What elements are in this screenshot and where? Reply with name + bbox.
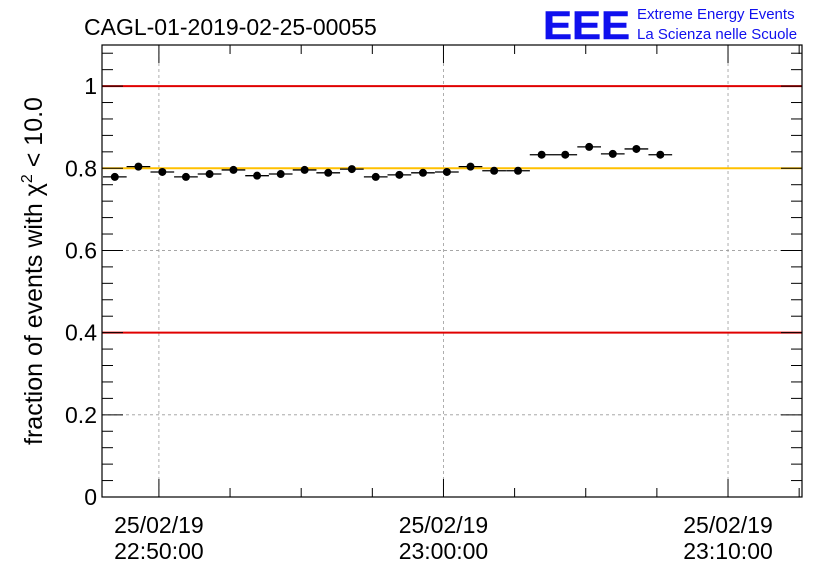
point-marker bbox=[608, 149, 617, 158]
logo-mark: EEE bbox=[543, 4, 630, 48]
data-point bbox=[482, 166, 506, 175]
x-tick-time: 22:50:00 bbox=[114, 538, 204, 564]
point-marker bbox=[324, 168, 333, 177]
point-marker bbox=[395, 170, 404, 179]
point-marker bbox=[537, 150, 546, 159]
data-point bbox=[339, 165, 364, 174]
point-marker bbox=[632, 144, 641, 153]
point-marker bbox=[300, 165, 309, 174]
data-point bbox=[363, 172, 388, 181]
point-marker bbox=[205, 170, 214, 179]
data-point bbox=[506, 166, 530, 175]
y-tick-label: 0.2 bbox=[65, 402, 97, 428]
data-point bbox=[102, 172, 127, 181]
y-tick-label: 1 bbox=[84, 73, 97, 99]
point-marker bbox=[514, 166, 523, 175]
y-axis-label-tail: < 10.0 bbox=[20, 97, 48, 174]
y-tick-label: 0.8 bbox=[65, 155, 97, 181]
axis-ticks: 00.20.40.60.8125/02/1922:50:0025/02/1923… bbox=[65, 45, 802, 564]
point-marker bbox=[158, 167, 167, 176]
point-marker bbox=[418, 168, 427, 177]
y-tick-label: 0 bbox=[84, 484, 97, 510]
point-marker bbox=[656, 150, 665, 159]
y-axis-label-chi: χ bbox=[20, 183, 48, 196]
reference-lines bbox=[102, 85, 802, 334]
data-point bbox=[553, 150, 578, 159]
y-tick-label: 0.6 bbox=[65, 237, 97, 263]
point-marker bbox=[585, 142, 594, 151]
data-point bbox=[268, 170, 293, 179]
data-points bbox=[102, 142, 673, 181]
data-point bbox=[292, 165, 317, 174]
data-point bbox=[624, 144, 649, 153]
data-point bbox=[529, 150, 554, 159]
data-point bbox=[316, 168, 341, 177]
y-axis-label: fraction of events with χ2 < 10.0 bbox=[19, 97, 48, 445]
logo-line2: La Scienza nelle Scuole bbox=[637, 26, 797, 43]
data-point bbox=[387, 170, 412, 179]
data-point bbox=[150, 167, 175, 176]
point-marker bbox=[347, 165, 356, 174]
x-tick-date: 25/02/19 bbox=[683, 512, 773, 538]
data-point bbox=[174, 172, 198, 181]
data-point bbox=[435, 167, 459, 176]
point-marker bbox=[561, 150, 570, 159]
point-marker bbox=[229, 165, 238, 174]
y-axis-label-sup: 2 bbox=[19, 174, 36, 183]
data-point bbox=[197, 170, 222, 179]
point-marker bbox=[253, 171, 262, 180]
eee-logo: EEE Extreme Energy Events La Scienza nel… bbox=[543, 4, 797, 49]
data-point bbox=[648, 150, 673, 159]
point-marker bbox=[371, 172, 380, 181]
x-tick-time: 23:10:00 bbox=[683, 538, 773, 564]
x-tick-date: 25/02/19 bbox=[114, 512, 204, 538]
data-point bbox=[577, 142, 602, 151]
data-point bbox=[600, 149, 625, 158]
data-point bbox=[245, 171, 269, 180]
point-marker bbox=[466, 162, 475, 171]
data-point bbox=[458, 162, 483, 171]
data-point bbox=[411, 168, 435, 177]
data-point bbox=[126, 162, 151, 171]
y-axis-label-text: fraction of events with bbox=[20, 203, 48, 445]
point-marker bbox=[110, 172, 119, 181]
point-marker bbox=[181, 172, 190, 181]
point-marker bbox=[134, 162, 143, 171]
plot-frame bbox=[101, 44, 803, 498]
point-marker bbox=[490, 166, 499, 175]
y-tick-label: 0.4 bbox=[65, 320, 97, 346]
point-marker bbox=[276, 170, 285, 179]
point-marker bbox=[442, 167, 451, 176]
x-tick-time: 23:00:00 bbox=[399, 538, 489, 564]
data-point bbox=[221, 165, 246, 174]
chart-title: CAGL-01-2019-02-25-00055 bbox=[84, 14, 377, 40]
logo-line1: Extreme Energy Events bbox=[637, 6, 795, 23]
x-tick-date: 25/02/19 bbox=[399, 512, 489, 538]
